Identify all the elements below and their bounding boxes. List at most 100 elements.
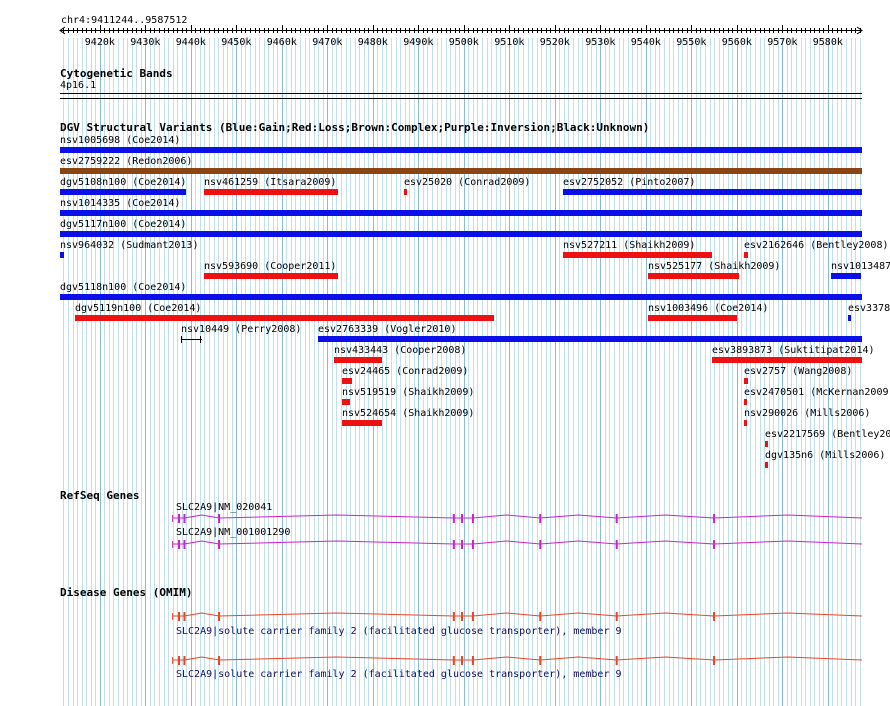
position-label: chr4:9411244..9587512 [61, 15, 188, 26]
dgv-feature-label[interactable]: nsv964032 (Sudmant2013) [60, 240, 199, 251]
ruler-tick-label: 9570k [767, 37, 797, 48]
dgv-feature-label[interactable]: nsv527211 (Shaikh2009) [563, 240, 696, 251]
dgv-feature-label[interactable]: nsv1005698 (Coe2014) [60, 135, 181, 146]
dgv-feature-label[interactable]: dgv5117n100 (Coe2014) [60, 219, 187, 230]
dgv-feature-bar[interactable] [342, 399, 350, 405]
dgv-feature-bar[interactable] [765, 441, 768, 447]
exon-block [471, 514, 474, 523]
exon-block [218, 612, 221, 621]
dgv-feature-bar[interactable] [744, 252, 748, 258]
ruler-tick-label: 9510k [494, 37, 524, 48]
dgv-feature-bar[interactable] [204, 273, 338, 279]
dgv-feature-label[interactable]: nsv1014335 (Coe2014) [60, 198, 181, 209]
exon-block [713, 540, 716, 549]
dgv-feature-label[interactable]: esv2162646 (Bentley2008) [744, 240, 889, 251]
omim-gene-model[interactable] [172, 656, 862, 665]
exon-block [218, 540, 221, 549]
dgv-feature-label[interactable]: nsv10449 (Perry2008) [181, 324, 302, 335]
dgv-track-title: DGV Structural Variants (Blue:Gain;Red:L… [60, 121, 650, 134]
dgv-feature-bar[interactable] [60, 231, 862, 237]
dgv-feature-label[interactable]: dgv135n6 (Mills2006) [765, 450, 886, 461]
dgv-feature-bar[interactable] [648, 315, 737, 321]
dgv-feature-label[interactable]: nsv290026 (Mills2006) [744, 408, 871, 419]
dgv-feature-label[interactable]: esv2752052 (Pinto2007) [563, 177, 696, 188]
dgv-feature-bar[interactable] [712, 357, 862, 363]
dgv-feature-bar[interactable] [318, 336, 862, 342]
exon-block [539, 612, 542, 621]
dgv-feature-label[interactable]: nsv593690 (Cooper2011) [204, 261, 337, 272]
dgv-feature-bar[interactable] [60, 294, 862, 300]
dgv-feature-bar[interactable] [334, 357, 382, 363]
ruler-tick-label: 9560k [722, 37, 752, 48]
ruler-right-arrow-icon [856, 26, 863, 35]
exon-block [471, 612, 474, 621]
exon-block [539, 656, 542, 665]
dgv-feature-label[interactable]: esv2757 (Wang2008) [744, 366, 853, 377]
exon-block [713, 656, 716, 665]
exon-block [178, 514, 181, 523]
dgv-feature-label[interactable]: esv2217569 (Bentley200 [765, 429, 890, 440]
dgv-feature-label[interactable]: esv24465 (Conrad2009) [342, 366, 469, 377]
dgv-feature-label[interactable]: dgv5108n100 (Coe2014) [60, 177, 187, 188]
refseq-gene-label: SLC2A9|NM_020041 [176, 502, 273, 513]
dgv-feature-label[interactable]: nsv524654 (Shaikh2009) [342, 408, 475, 419]
dgv-feature-bar[interactable] [60, 168, 862, 174]
dgv-feature-bar[interactable] [204, 189, 338, 195]
exon-block [178, 540, 181, 549]
dgv-feature-label[interactable]: nsv1013487 [831, 261, 890, 272]
dgv-feature-bar[interactable] [60, 147, 862, 153]
refseq-gene-model[interactable] [172, 514, 862, 523]
ruler-tick-label: 9580k [813, 37, 843, 48]
dgv-feature-bar[interactable] [744, 399, 747, 405]
dgv-feature-bar[interactable] [60, 252, 64, 258]
dgv-feature-label[interactable]: nsv433443 (Cooper2008) [334, 345, 467, 356]
dgv-feature-label[interactable]: esv3893873 (Suktitipat2014) [712, 345, 875, 356]
ruler-tick-label: 9420k [85, 37, 115, 48]
dgv-feature-label[interactable]: dgv5118n100 (Coe2014) [60, 282, 187, 293]
exon-block [452, 514, 455, 523]
dgv-feature-label[interactable]: esv2759222 (Redon2006) [60, 156, 193, 167]
dgv-feature-label[interactable]: esv2763339 (Vogler2010) [318, 324, 457, 335]
dgv-feature-label[interactable]: nsv519519 (Shaikh2009) [342, 387, 475, 398]
dgv-feature-bar[interactable] [563, 252, 712, 258]
exon-block [178, 656, 181, 665]
dgv-feature-bar[interactable] [744, 378, 748, 384]
refseq-gene-model[interactable] [172, 540, 862, 549]
dgv-feature-label[interactable]: dgv5119n100 (Coe2014) [75, 303, 202, 314]
dgv-feature-bar[interactable] [831, 273, 861, 279]
dgv-feature-bar[interactable] [744, 420, 747, 426]
dgv-feature-bar[interactable] [181, 339, 202, 340]
dgv-feature-label[interactable]: nsv525177 (Shaikh2009) [648, 261, 781, 272]
dgv-feature-bar[interactable] [342, 420, 382, 426]
intron-line [172, 656, 862, 661]
dgv-feature-label[interactable]: esv2470501 (McKernan2009) [744, 387, 890, 398]
dgv-feature-label[interactable]: esv3378 [848, 303, 890, 314]
ruler-tick-label: 9500k [449, 37, 479, 48]
intron-line [172, 612, 862, 617]
dgv-feature-bar[interactable] [848, 315, 851, 321]
dgv-feature-bar[interactable] [404, 189, 407, 195]
dgv-feature-bar[interactable] [648, 273, 739, 279]
dgv-feature-bar[interactable] [342, 378, 352, 384]
coordinate-ruler[interactable]: 9420k 9430k 9440k 9450k 9460k 9470k 9480k 9490k… [0, 0, 890, 50]
omim-gene-label: SLC2A9|solute carrier family 2 (facilita… [176, 626, 622, 637]
exon-block [539, 540, 542, 549]
exon-block [452, 656, 455, 665]
exon-block [461, 656, 464, 665]
dgv-feature-bar[interactable] [75, 315, 494, 321]
exon-block [471, 540, 474, 549]
dgv-feature-bar[interactable] [60, 210, 862, 216]
exon-block [615, 514, 618, 523]
dgv-feature-bar[interactable] [765, 462, 768, 468]
dgv-feature-bar[interactable] [60, 189, 186, 195]
dgv-feature-bar[interactable] [563, 189, 862, 195]
ruler-tick-label: 9440k [176, 37, 206, 48]
dgv-feature-label[interactable]: esv25020 (Conrad2009) [404, 177, 531, 188]
dgv-feature-label[interactable]: nsv1003496 (Coe2014) [648, 303, 769, 314]
exon-block [218, 514, 221, 523]
dgv-feature-label[interactable]: nsv461259 (Itsara2009) [204, 177, 337, 188]
omim-gene-model[interactable] [172, 612, 862, 621]
cytoband-label: 4p16.1 [60, 80, 97, 91]
